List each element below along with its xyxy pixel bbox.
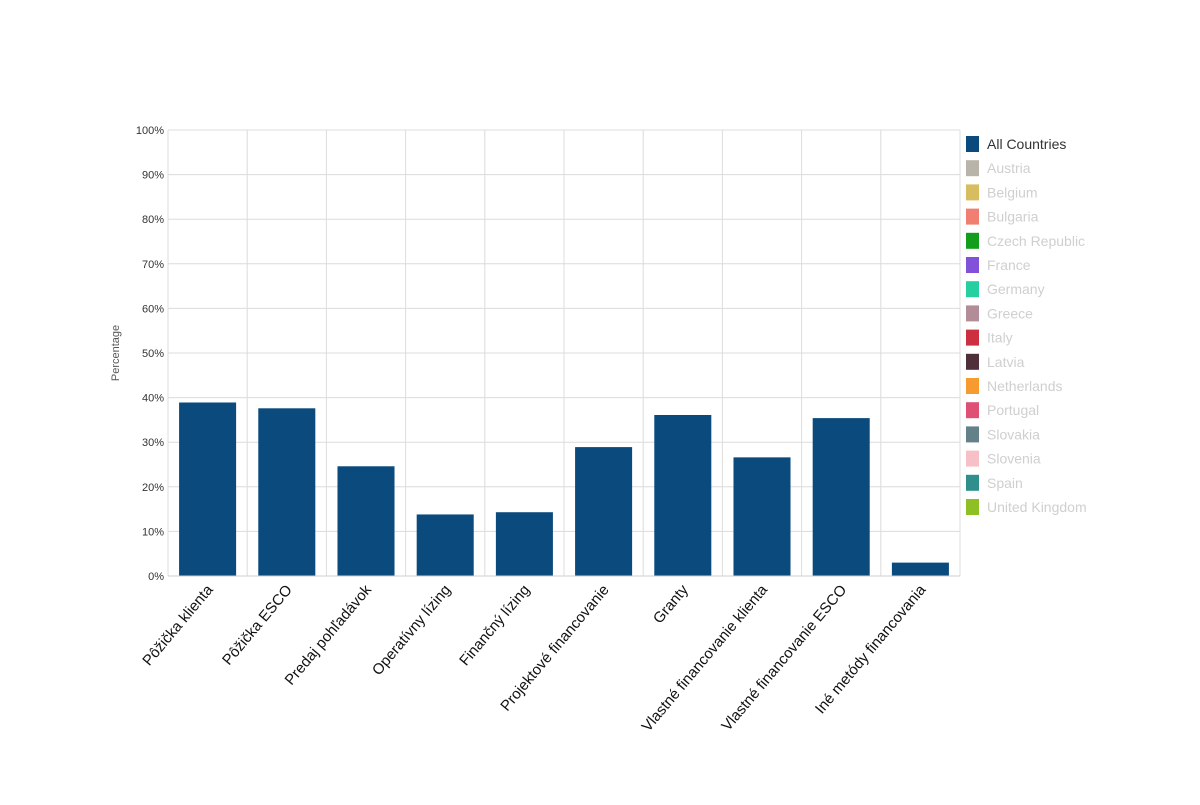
- legend-label: Czech Republic: [987, 233, 1085, 249]
- legend-item[interactable]: United Kingdom: [966, 499, 1087, 515]
- x-tick-label: Pôžička ESCO: [219, 582, 296, 669]
- x-tick-label: Finančný lízing: [456, 582, 533, 670]
- legend-label: United Kingdom: [987, 499, 1087, 515]
- legend-swatch: [966, 160, 979, 177]
- legend-item[interactable]: Latvia: [966, 353, 1025, 370]
- y-tick-label: 30%: [142, 437, 164, 449]
- legend-item[interactable]: Spain: [966, 474, 1023, 491]
- legend-item[interactable]: Germany: [966, 281, 1045, 298]
- bar[interactable]: [733, 457, 791, 576]
- y-tick-label: 100%: [136, 125, 164, 137]
- legend-swatch: [966, 499, 979, 515]
- legend-label: France: [987, 257, 1031, 273]
- legend-item[interactable]: Belgium: [966, 184, 1038, 201]
- grid-lines: [167, 129, 961, 577]
- bar[interactable]: [575, 447, 633, 576]
- bar[interactable]: [179, 402, 237, 576]
- legend-item[interactable]: Greece: [966, 305, 1033, 322]
- legend-label: Belgium: [987, 184, 1038, 200]
- bar[interactable]: [812, 418, 870, 576]
- y-tick-label: 50%: [142, 348, 164, 360]
- legend-item[interactable]: Italy: [966, 329, 1013, 346]
- legend-swatch: [966, 378, 979, 394]
- legend-swatch: [966, 353, 979, 370]
- legend-item[interactable]: Portugal: [966, 402, 1039, 419]
- legend-swatch: [966, 281, 979, 298]
- legend-swatch: [966, 474, 979, 491]
- x-tick-label: Pôžička klienta: [139, 581, 217, 669]
- y-tick-label: 70%: [142, 259, 164, 271]
- legend-label: Austria: [987, 160, 1031, 176]
- legend-label: Spain: [987, 475, 1023, 491]
- legend-item[interactable]: Slovakia: [966, 426, 1040, 443]
- legend-swatch: [966, 232, 979, 249]
- legend-item[interactable]: Austria: [966, 160, 1031, 177]
- legend-swatch: [966, 426, 979, 443]
- x-tick-label: Vlastné financovanie klienta: [639, 581, 772, 735]
- legend-label: Bulgaria: [987, 209, 1039, 225]
- bar[interactable]: [258, 408, 316, 576]
- bar[interactable]: [416, 514, 474, 576]
- legend-swatch: [966, 184, 979, 201]
- legend-label: Germany: [987, 281, 1045, 297]
- legend-label: Slovakia: [987, 426, 1040, 442]
- legend: All Countries Austria Belgium Bulgaria Czech…: [966, 136, 1087, 515]
- x-tick-label: Operatívny lízing: [369, 582, 454, 679]
- legend-swatch: [966, 329, 979, 346]
- y-tick-label: 80%: [142, 214, 164, 226]
- legend-item[interactable]: Bulgaria: [966, 208, 1039, 225]
- legend-item[interactable]: Czech Republic: [966, 232, 1085, 249]
- x-tick-label: Predaj pohľadávok: [282, 581, 376, 688]
- legend-swatch: [966, 450, 979, 467]
- y-tick-label: 0%: [148, 571, 164, 583]
- y-tick-label: 90%: [142, 170, 164, 182]
- legend-item[interactable]: Netherlands: [966, 378, 1063, 394]
- legend-label: Portugal: [987, 402, 1039, 418]
- legend-swatch: [966, 136, 979, 152]
- bar[interactable]: [654, 414, 712, 576]
- bar[interactable]: [337, 466, 395, 576]
- legend-swatch: [966, 305, 979, 322]
- bar[interactable]: [495, 512, 553, 576]
- legend-swatch: [966, 257, 979, 273]
- y-tick-label: 40%: [142, 393, 164, 405]
- legend-swatch: [966, 208, 979, 225]
- y-tick-label: 10%: [142, 526, 164, 538]
- legend-item[interactable]: France: [966, 257, 1031, 273]
- bar[interactable]: [891, 562, 949, 576]
- y-tick-label: 60%: [142, 303, 164, 315]
- legend-label: Greece: [987, 305, 1033, 321]
- legend-item[interactable]: Slovenia: [966, 450, 1041, 467]
- legend-label: Slovenia: [987, 451, 1041, 467]
- bars: [179, 402, 949, 576]
- legend-item[interactable]: All Countries: [966, 136, 1066, 152]
- y-tick-label: 20%: [142, 482, 164, 494]
- legend-label: Latvia: [987, 354, 1025, 370]
- x-tick-label: Granty: [650, 581, 692, 627]
- legend-label: Netherlands: [987, 378, 1063, 394]
- legend-label: Italy: [987, 330, 1013, 346]
- y-axis-label: Percentage: [110, 325, 122, 381]
- legend-label: All Countries: [987, 136, 1066, 152]
- legend-swatch: [966, 402, 979, 419]
